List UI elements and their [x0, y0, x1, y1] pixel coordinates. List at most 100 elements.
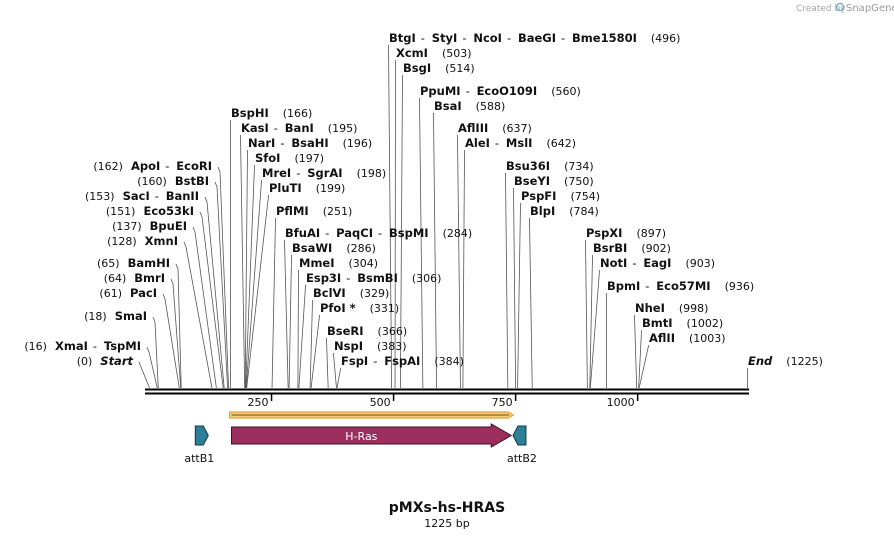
site-position: (514): [445, 62, 475, 75]
site-enzyme-name: Esp3I: [306, 271, 341, 285]
site-enzyme-name: BpmI: [607, 279, 640, 293]
site-sfoi[interactable]: SfoI (197): [255, 151, 324, 165]
snapgene-credit: Created by SnapGene: [796, 2, 894, 14]
ruler-tick-label: 250: [248, 396, 269, 409]
feature-attb1-label: attB1: [184, 452, 214, 465]
site-smai[interactable]: SmaI (18): [84, 309, 147, 323]
leader-line: [217, 166, 229, 389]
site-bfuai-paqci-bspmi[interactable]: BfuAI - PaqCI - BspMI (284): [285, 226, 472, 240]
site-mmei[interactable]: MmeI (304): [299, 256, 378, 270]
site-bsphi[interactable]: BspHI (166): [231, 106, 312, 120]
site-enzyme-name: PflMI: [276, 204, 309, 218]
leader-line: [288, 255, 292, 389]
site-mrei-sgrai[interactable]: MreI - SgrAI (198): [262, 166, 386, 180]
leader-line: [245, 180, 262, 389]
site-separator: -: [165, 159, 169, 173]
leader-line: [204, 196, 225, 389]
site-position: (151): [106, 205, 136, 218]
site-noti-eagi[interactable]: NotI - EagI (903): [600, 256, 715, 270]
site-bamhi[interactable]: BamHI (65): [97, 256, 170, 270]
site-position: (306): [412, 272, 442, 285]
site-enzyme-name: KasI: [241, 121, 269, 135]
site-bpmi-eco57mi[interactable]: BpmI - Eco57MI (936): [607, 279, 754, 293]
leader-line: [146, 346, 158, 389]
site-nari-bsahi[interactable]: NarI - BsaHI (196): [248, 136, 372, 150]
site-bclvi[interactable]: BclVI (329): [313, 286, 389, 300]
site-bmti[interactable]: BmtI (1002): [642, 316, 723, 330]
site-position: (366): [378, 325, 408, 338]
site-esp3i-bsmbi[interactable]: Esp3I - BsmBI (306): [306, 271, 441, 285]
site-nspi[interactable]: NspI (383): [334, 339, 407, 353]
site-pluti[interactable]: PluTI (199): [269, 181, 345, 195]
site-position: (902): [641, 242, 671, 255]
site-bmri[interactable]: BmrI (64): [104, 271, 165, 285]
site-leaders: [138, 45, 748, 389]
site-bseri[interactable]: BseRI (366): [327, 324, 407, 338]
site-alei-msli[interactable]: AleI - MslI (642): [465, 136, 576, 150]
site-bsai[interactable]: BsaI (588): [434, 99, 505, 113]
site-enzyme-name: MmeI: [299, 256, 335, 270]
site-position: (137): [112, 220, 142, 233]
site-paci[interactable]: PacI (61): [99, 286, 157, 300]
site-btgi-styi-ncoi-baegi-bme1580i[interactable]: BtgI - StyI - NcoI - BaeGI - Bme1580I (496): [389, 31, 680, 45]
site-enzyme-name: BsaI: [434, 99, 462, 113]
site-blpi[interactable]: BlpI (784): [530, 204, 599, 218]
site-enzyme-name: SmaI: [115, 309, 147, 323]
feature-attb2-arrow[interactable]: [512, 425, 527, 446]
site-ppumi-ecoo109i[interactable]: PpuMI - EcoO109I (560): [420, 84, 581, 98]
site-enzyme-name: BstBI: [175, 174, 209, 188]
leader-line: [183, 241, 213, 389]
site-bsawi[interactable]: BsaWI (286): [292, 241, 376, 255]
site-nhei[interactable]: NheI (998): [635, 301, 708, 315]
site-bsrbi[interactable]: BsrBI (902): [593, 241, 671, 255]
site-separator: -: [378, 226, 382, 240]
site-enzyme-name: Bme1580I: [572, 31, 637, 45]
site-position: (331): [370, 302, 400, 315]
site-saci-banii[interactable]: SacI - BanII (153): [85, 189, 199, 203]
site-separator: -: [280, 136, 284, 150]
site-separator: -: [325, 226, 329, 240]
site-enzyme-name: NotI: [600, 256, 627, 270]
site-enzyme-name: SgrAI: [307, 166, 342, 180]
site-start[interactable]: Start (0): [77, 354, 134, 368]
site-bstbi[interactable]: BstBI (160): [137, 174, 209, 188]
site-eco53ki[interactable]: Eco53kI (151): [106, 204, 194, 218]
site-pspfi[interactable]: PspFI (754): [521, 189, 600, 203]
site-xmai-tspmi[interactable]: XmaI - TspMI (16): [24, 339, 141, 353]
site-xcmi[interactable]: XcmI (503): [396, 46, 472, 60]
leader-line: [245, 165, 255, 389]
leader-line: [244, 150, 248, 389]
site-position: (153): [85, 190, 115, 203]
site-end[interactable]: End (1225): [748, 354, 823, 368]
site-pflmi[interactable]: PflMI (251): [276, 204, 352, 218]
site-bpuei[interactable]: BpuEI (137): [112, 219, 187, 233]
site-separator: -: [462, 31, 466, 45]
site-enzyme-name: EagI: [643, 256, 671, 270]
site-enzyme-name: BanI: [285, 121, 314, 135]
leader-line: [589, 255, 593, 389]
site-enzyme-name: BfuAI: [285, 226, 320, 240]
site-pfoi[interactable]: PfoI * (331): [320, 301, 399, 315]
feature-attb1-arrow[interactable]: [194, 425, 209, 446]
leader-line: [297, 270, 299, 389]
site-apoi-ecori[interactable]: ApoI - EcoRI (162): [93, 159, 212, 173]
site-bsgi[interactable]: BsgI (514): [403, 61, 475, 75]
site-enzyme-name: FspI: [341, 354, 368, 368]
site-xmni[interactable]: XmnI (128): [107, 234, 178, 248]
site-kasi-bani[interactable]: KasI - BanI (195): [241, 121, 357, 135]
site-enzyme-name: BsaWI: [292, 241, 332, 255]
site-bsu36i[interactable]: Bsu36I (734): [506, 159, 594, 173]
site-pspxi[interactable]: PspXI (897): [586, 226, 666, 240]
leader-line: [298, 285, 306, 389]
site-enzyme-name: NarI: [248, 136, 275, 150]
site-bseyi[interactable]: BseYI (750): [514, 174, 594, 188]
site-aflii[interactable]: AflII (1003): [649, 331, 726, 345]
leader-line: [162, 293, 180, 389]
site-afliii[interactable]: AflIII (637): [458, 121, 532, 135]
feature-hras-arrow[interactable]: [231, 423, 513, 448]
site-fspi-fspai[interactable]: FspI - FspAI (384): [341, 354, 464, 368]
site-position: (637): [502, 122, 532, 135]
leader-line: [457, 135, 461, 389]
site-position: (903): [685, 257, 715, 270]
